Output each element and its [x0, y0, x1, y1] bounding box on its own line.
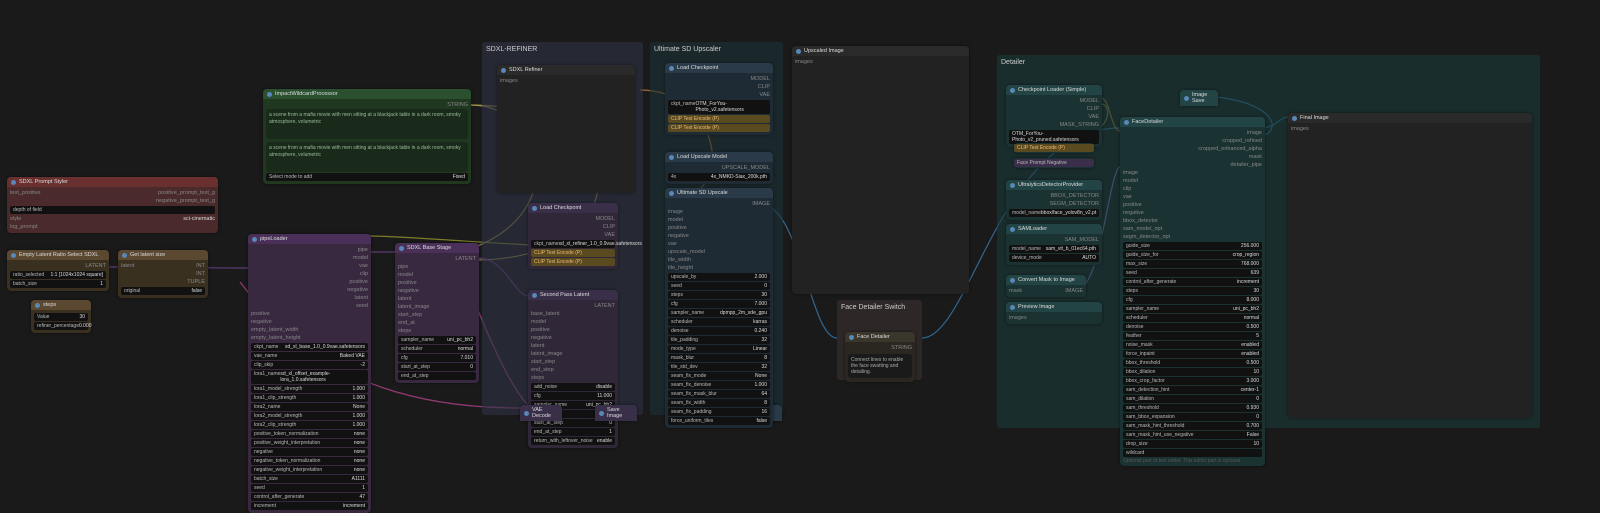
node-header[interactable]: UltralyticsDetectorProvider: [1006, 180, 1102, 190]
node-header[interactable]: SAMLoader: [1006, 224, 1102, 234]
node-header[interactable]: Empty Latent Ratio Select SDXL: [7, 250, 109, 260]
node-header[interactable]: FaceDetailer: [1120, 117, 1265, 127]
detector-model[interactable]: model_namebbox/face_yolov8n_v2.pt: [1009, 209, 1099, 217]
panel-title: Detailer: [1001, 57, 1536, 68]
batch-size[interactable]: batch_size1: [10, 280, 106, 288]
node-image-save-det[interactable]: Image Save: [1180, 90, 1218, 106]
node-ckpt-simple[interactable]: Checkpoint Loader (Simple) MODEL CLIP VA…: [1006, 85, 1102, 147]
node-header[interactable]: Load Upscale Model: [665, 152, 773, 162]
sam-model[interactable]: model_namesam_vit_b_01ec64.pth: [1009, 245, 1099, 253]
panel-title: Face Detailer Switch: [841, 302, 918, 313]
node-header[interactable]: Final Image: [1288, 113, 1532, 123]
node-final-image[interactable]: Final Image images: [1288, 113, 1532, 418]
node-ultralytics-detector[interactable]: UltralyticsDetectorProvider BBOX_DETECTO…: [1006, 180, 1102, 220]
wildcard-text-1[interactable]: a scene from a mafia movie with men sitt…: [266, 109, 468, 139]
node-header[interactable]: Upscaled Image: [792, 46, 969, 56]
ckpt-name[interactable]: ckpt_nameOTM_ForYou-Photo_v2.safetensors: [668, 100, 770, 114]
node-preview-mask[interactable]: Preview Image images: [1006, 302, 1102, 324]
node-face-detailer[interactable]: FaceDetailer imagecropped_refinedcropped…: [1120, 117, 1265, 466]
node-sam-loader[interactable]: SAMLoader SAM_MODEL model_namesam_vit_b_…: [1006, 224, 1102, 265]
node-header[interactable]: Image Save: [1180, 90, 1218, 106]
node-clip-encode-teal[interactable]: CLIP Text Encode (P): [1014, 143, 1094, 153]
node-face-prompt-negative[interactable]: Face Prompt Negative: [1014, 158, 1094, 168]
node-load-checkpoint-upscale[interactable]: Load Checkpoint MODEL CLIP VAE ckpt_name…: [665, 63, 773, 135]
clip-encode-neg[interactable]: CLIP Text Encode (P): [531, 258, 615, 266]
pill-prompt[interactable]: depth of field: [10, 206, 215, 214]
steps-value[interactable]: Value30: [34, 313, 88, 321]
node-vae-decode[interactable]: VAE Decode: [520, 405, 562, 421]
ckpt-name[interactable]: ckpt_namesd_xl_refiner_1.0_0.9vae.safete…: [531, 240, 615, 248]
node-second-pass[interactable]: Second Pass Latent LATENTbase_latentmode…: [528, 290, 618, 448]
node-header[interactable]: Preview Image: [1006, 302, 1102, 312]
node-load-checkpoint-refiner[interactable]: Load Checkpoint MODEL CLIP VAE ckpt_name…: [528, 203, 618, 269]
node-sdxl-refiner-preview[interactable]: SDXL Refiner images: [497, 65, 635, 193]
node-header[interactable]: VAE Decode: [520, 405, 562, 421]
node-header[interactable]: Save Image: [595, 405, 637, 421]
sam-device[interactable]: device_modeAUTO: [1009, 254, 1099, 262]
clip-encode-pos[interactable]: CLIP Text Encode (P): [531, 249, 615, 257]
node-header[interactable]: Ultimate SD Upscale: [665, 188, 773, 198]
wildcard-text-2[interactable]: a scene from a mafia movie with men sitt…: [266, 142, 468, 172]
node-convert-mask[interactable]: Convert Mask to Image maskIMAGE: [1006, 275, 1086, 297]
node-pipeloader[interactable]: pipeLoader pipemodelvaeclippositivenegat…: [248, 234, 371, 513]
node-header[interactable]: Checkpoint Loader (Simple): [1006, 85, 1102, 95]
steps-split[interactable]: refiner_percentage0.000: [34, 322, 88, 330]
node-steps[interactable]: steps Value30 refiner_percentage0.000: [31, 300, 91, 333]
node-save-image[interactable]: Save Image: [595, 405, 637, 421]
node-latent-ratio[interactable]: Empty Latent Ratio Select SDXL LATENT ra…: [7, 250, 109, 291]
ratio-select[interactable]: ratio_selected1:1 [1024x1024 square]: [10, 271, 106, 279]
node-ultimate-upscale[interactable]: Ultimate SD Upscale IMAGEimagemodelposit…: [665, 188, 773, 428]
mode-select[interactable]: Select mode to addFixed: [266, 173, 468, 181]
node-header[interactable]: Load Checkpoint: [528, 203, 618, 213]
original-toggle[interactable]: originalfalse: [121, 287, 205, 295]
node-header[interactable]: SDXL Prompt Styler: [7, 177, 218, 187]
panel-title: Ultimate SD Upscaler: [654, 44, 779, 55]
panel-title: SDXL-REFINER: [486, 44, 639, 55]
ckpt-name[interactable]: OTM_ForYou-Photo_v2_pruned.safetensors: [1009, 130, 1099, 144]
node-graph-canvas[interactable]: SDXL-REFINER Ultimate SD Upscaler Detail…: [0, 0, 1600, 502]
node-header[interactable]: steps: [31, 300, 91, 310]
node-base-stage[interactable]: SDXL Base Stage LATENTpipemodelpositiven…: [395, 243, 479, 383]
node-header[interactable]: Convert Mask to Image: [1006, 275, 1086, 285]
node-get-latent-size[interactable]: Get latent size latentINT INT TUPLE orig…: [118, 250, 208, 298]
upscale-model-name[interactable]: 4x4x_NMKD-Siax_200k.pth: [668, 173, 770, 181]
clip-encode[interactable]: CLIP Text Encode (P): [1014, 144, 1094, 152]
face-switch-desc: Connect lines to enable the face swattin…: [848, 354, 912, 378]
clip-encode-pos[interactable]: CLIP Text Encode (P): [668, 115, 770, 123]
clip-encode-neg[interactable]: CLIP Text Encode (P): [668, 124, 770, 132]
node-header[interactable]: Load Checkpoint: [665, 63, 773, 73]
node-header[interactable]: SDXL Base Stage: [395, 243, 479, 253]
node-wildcard[interactable]: ImpactWildcardProcessor STRING a scene f…: [263, 89, 471, 184]
node-face-detailer-switch[interactable]: Face Detailer STRING Connect lines to en…: [845, 332, 915, 382]
node-prompt-styler[interactable]: SDXL Prompt Styler text_positivepositive…: [7, 177, 218, 233]
node-header[interactable]: SDXL Refiner: [497, 65, 635, 75]
node-header[interactable]: Second Pass Latent: [528, 290, 618, 300]
node-header[interactable]: Face Detailer: [845, 332, 915, 342]
face-negative[interactable]: Face Prompt Negative: [1014, 159, 1094, 167]
node-upscaled-preview[interactable]: Upscaled Image images: [792, 46, 969, 294]
node-header[interactable]: Get latent size: [118, 250, 208, 260]
node-header[interactable]: pipeLoader: [248, 234, 371, 244]
node-header[interactable]: ImpactWildcardProcessor: [263, 89, 471, 99]
node-load-upscale-model[interactable]: Load Upscale Model UPSCALE_MODEL 4x4x_NM…: [665, 152, 773, 184]
